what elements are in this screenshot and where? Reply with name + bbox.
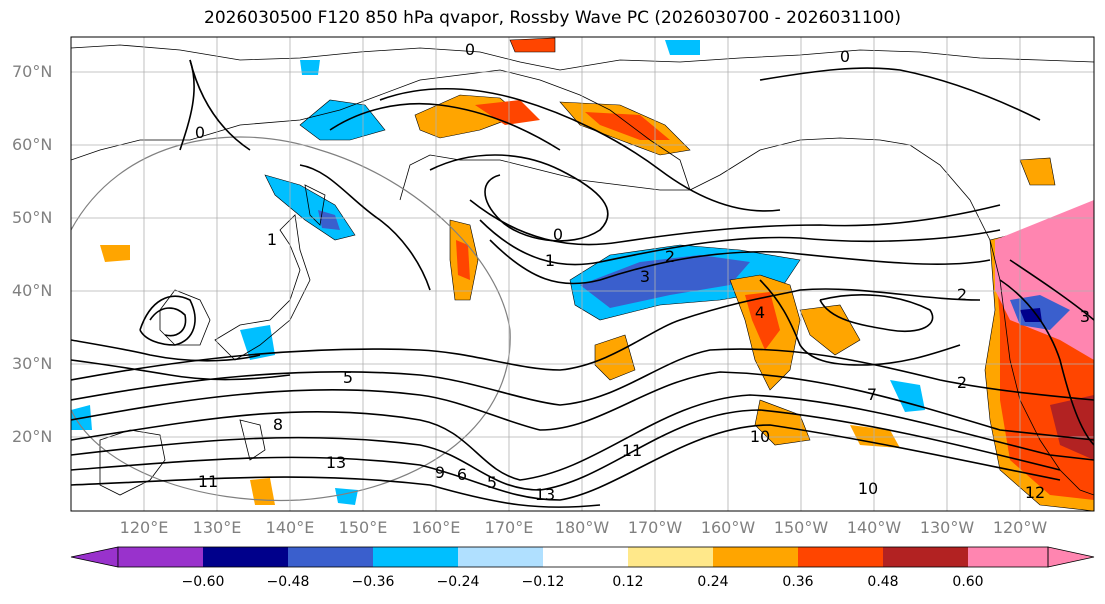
shaded-anomaly-field — [71, 37, 1094, 511]
graticule — [71, 37, 1094, 511]
colorbar-segment — [203, 547, 288, 567]
contour-label: 7 — [867, 385, 877, 404]
contour-label: 4 — [755, 303, 765, 322]
contour-label: 0 — [465, 40, 475, 59]
lon-label: 150°W — [773, 518, 829, 537]
colorbar-segment — [713, 547, 798, 567]
colorbar-segment — [968, 547, 1048, 567]
colorbar-segment — [118, 547, 203, 567]
contour-label: 0 — [553, 225, 563, 244]
contour-label: 5 — [487, 473, 497, 492]
lon-label: 170°E — [484, 518, 534, 537]
great-circle-arc — [71, 136, 511, 502]
colorbar-segment — [543, 547, 628, 567]
contour-label: 6 — [457, 465, 467, 484]
contour-label: 9 — [435, 463, 445, 482]
contour-label: 3 — [1080, 307, 1090, 326]
contour-label: 0 — [840, 47, 850, 66]
lon-label: 150°E — [338, 518, 388, 537]
colorbar-tick-label: 0.48 — [867, 574, 899, 590]
contour-label: 11 — [198, 472, 218, 491]
contour-label: 2 — [957, 373, 967, 392]
colorbar-tick-label: −0.48 — [266, 574, 310, 590]
contour-label: 10 — [750, 427, 770, 446]
map-title: 2026030500 F120 850 hPa qvapor, Rossby W… — [204, 8, 901, 28]
coastlines — [71, 44, 1094, 496]
contour-label: 5 — [343, 368, 353, 387]
colorbar-segment — [373, 547, 458, 567]
contour-label: 2 — [957, 285, 967, 304]
lat-label: 30°N — [12, 354, 53, 373]
colorbar-tick-label: 0.24 — [697, 574, 729, 590]
map-plot-area: 0 0 0 0 1 1 2 2 2 3 3 4 5 5 6 7 8 9 10 1… — [71, 37, 1094, 511]
contour-label: 1 — [545, 251, 555, 270]
contour-label: 12 — [1025, 483, 1045, 502]
colorbar-segment — [288, 547, 373, 567]
lat-label: 40°N — [12, 281, 53, 300]
lon-label: 120°E — [119, 518, 169, 537]
contour-label: 8 — [273, 415, 283, 434]
contour-lines — [71, 59, 1094, 508]
colorbar-segment — [883, 547, 968, 567]
contour-label: 1 — [267, 230, 277, 249]
lon-label: 130°W — [919, 518, 975, 537]
lat-label: 70°N — [12, 62, 53, 81]
lon-label: 160°E — [411, 518, 461, 537]
lat-label: 50°N — [12, 208, 53, 227]
contour-label: 10 — [858, 479, 878, 498]
colorbar-segment — [798, 547, 883, 567]
colorbar — [70, 546, 1095, 568]
lon-label: 160°W — [700, 518, 756, 537]
colorbar-tick-label: −0.12 — [521, 574, 565, 590]
contour-label: 13 — [535, 485, 555, 504]
lon-label: 130°E — [192, 518, 242, 537]
lon-label: 120°W — [992, 518, 1048, 537]
contour-labels: 0 0 0 0 1 1 2 2 2 3 3 4 5 5 6 7 8 9 10 1… — [195, 40, 1090, 504]
map-frame — [70, 36, 1095, 512]
lon-label: 140°W — [846, 518, 902, 537]
colorbar-tick-label: 0.36 — [782, 574, 814, 590]
lon-label: 140°E — [265, 518, 315, 537]
lat-label: 20°N — [12, 427, 53, 446]
contour-label: 3 — [640, 267, 650, 286]
lat-label: 60°N — [12, 135, 53, 154]
colorbar-tick-label: 0.60 — [952, 574, 984, 590]
colorbar-tick-label: 0.12 — [612, 574, 644, 590]
colorbar-high-extension — [1047, 546, 1095, 568]
colorbar-segment — [458, 547, 543, 567]
contour-label: 13 — [326, 453, 346, 472]
colorbar-tick-label: −0.36 — [351, 574, 395, 590]
colorbar-segment — [628, 547, 713, 567]
colorbar-low-extension — [70, 546, 119, 568]
lon-label: 180°W — [554, 518, 610, 537]
colorbar-tick-label: −0.60 — [181, 574, 225, 590]
contour-label: 0 — [195, 123, 205, 142]
colorbar-tick-label: −0.24 — [436, 574, 480, 590]
contour-label: 2 — [665, 247, 675, 266]
lon-label: 170°W — [627, 518, 683, 537]
contour-label: 11 — [622, 441, 642, 460]
